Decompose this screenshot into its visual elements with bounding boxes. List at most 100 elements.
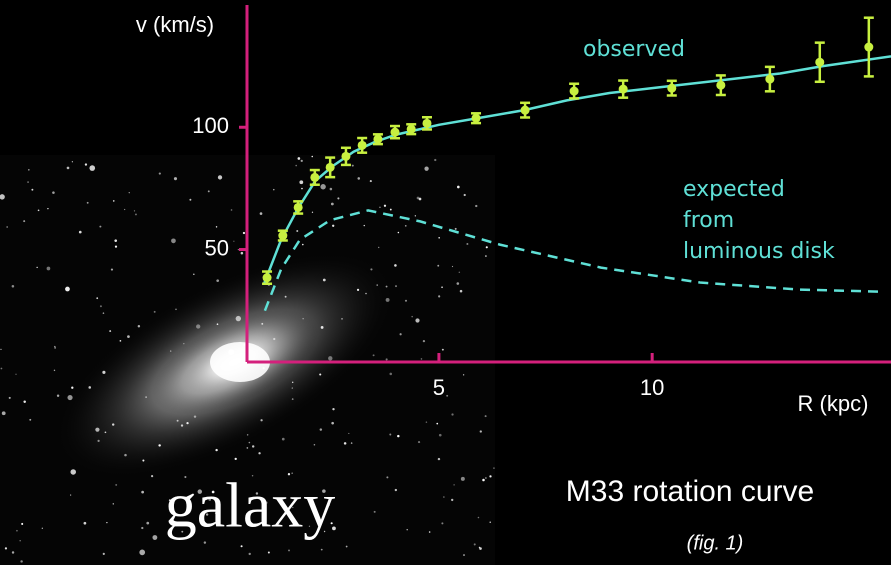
star — [175, 308, 177, 310]
star — [47, 208, 48, 209]
star — [437, 265, 439, 267]
star — [38, 210, 40, 212]
star — [228, 349, 234, 355]
page: {"chart_data": { "type": "scatter", "tit… — [0, 0, 891, 565]
star — [186, 422, 188, 424]
star — [455, 228, 457, 230]
data-point — [570, 87, 579, 96]
star — [138, 325, 140, 327]
series-label: expected from luminous disk — [683, 174, 835, 267]
star — [273, 338, 275, 340]
star — [113, 200, 115, 202]
star — [292, 382, 293, 383]
star — [42, 528, 43, 529]
star — [400, 333, 402, 335]
star — [332, 408, 334, 410]
star — [378, 247, 379, 248]
star — [16, 530, 18, 532]
star — [365, 293, 367, 295]
star — [235, 458, 237, 460]
star — [486, 246, 488, 248]
data-point — [864, 43, 873, 52]
star — [2, 411, 6, 415]
star — [89, 165, 95, 171]
star — [216, 279, 219, 282]
star — [423, 340, 425, 342]
data-point — [472, 114, 481, 123]
star — [319, 373, 321, 375]
star — [1, 368, 3, 370]
star — [436, 423, 438, 425]
star — [295, 165, 297, 167]
star — [67, 167, 70, 170]
star — [72, 161, 73, 162]
star — [95, 428, 99, 432]
star — [466, 243, 468, 245]
star — [31, 189, 33, 191]
star — [341, 318, 343, 320]
star — [151, 475, 153, 477]
star — [174, 177, 177, 180]
star — [215, 449, 217, 451]
star — [357, 289, 359, 291]
star — [370, 268, 372, 270]
star — [181, 424, 183, 426]
star — [71, 387, 73, 389]
star — [438, 458, 440, 460]
star — [258, 452, 260, 454]
star — [292, 398, 294, 400]
x-tick-label: 5 — [433, 375, 445, 400]
star — [84, 522, 87, 525]
star — [302, 318, 303, 319]
star — [23, 401, 25, 403]
star — [145, 396, 146, 397]
star — [103, 553, 105, 555]
star — [238, 249, 239, 250]
star — [386, 476, 388, 478]
star — [218, 175, 222, 179]
star — [480, 430, 482, 432]
star — [296, 230, 298, 232]
star — [141, 491, 144, 494]
star — [405, 300, 407, 302]
star — [357, 177, 360, 180]
star — [57, 395, 59, 397]
data-point — [278, 231, 287, 240]
star — [52, 191, 55, 194]
star — [489, 475, 491, 477]
star — [479, 547, 480, 548]
star — [461, 477, 465, 481]
star — [463, 374, 464, 375]
star — [28, 169, 29, 170]
star — [373, 354, 375, 356]
star — [21, 523, 23, 525]
star — [321, 549, 323, 551]
star — [395, 489, 397, 491]
star — [273, 189, 275, 191]
x-axis-label: R (kpc) — [798, 391, 869, 416]
caption: galaxy — [165, 470, 336, 541]
star — [394, 264, 397, 267]
data-point — [390, 128, 399, 137]
star — [344, 442, 347, 445]
data-point — [422, 119, 431, 128]
star — [36, 267, 37, 268]
star — [241, 252, 244, 255]
star — [231, 209, 233, 211]
star — [217, 323, 219, 325]
star — [129, 192, 130, 193]
star — [389, 433, 391, 435]
data-point — [341, 152, 350, 161]
star — [434, 159, 436, 161]
star — [127, 335, 130, 338]
star — [171, 238, 176, 243]
star — [346, 546, 348, 548]
star — [158, 444, 160, 446]
star — [246, 447, 248, 449]
star — [204, 541, 206, 543]
star — [370, 180, 372, 182]
star — [100, 305, 102, 307]
star — [285, 296, 287, 298]
star — [87, 202, 89, 204]
star — [386, 298, 390, 302]
